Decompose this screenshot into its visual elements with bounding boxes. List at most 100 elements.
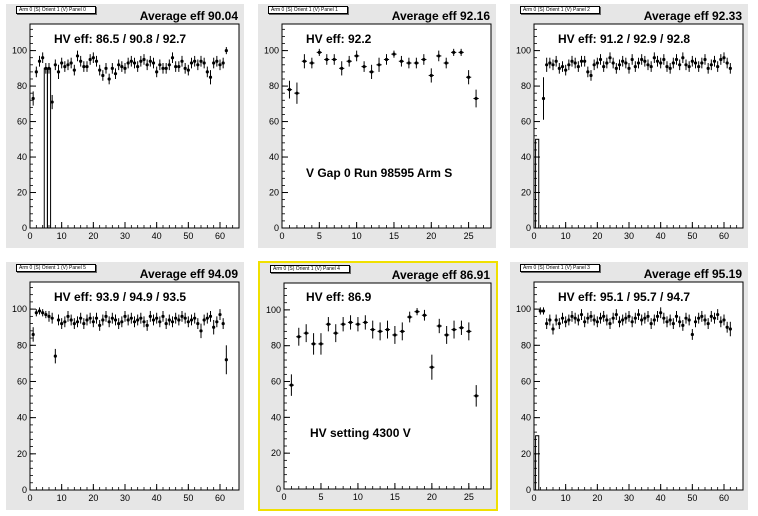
data-point xyxy=(474,394,478,398)
data-point xyxy=(636,312,641,317)
data-point xyxy=(633,316,637,320)
panel-tag: Arm 0 (S) Orient 1 (V) Panel 1 xyxy=(268,6,348,14)
data-point xyxy=(145,323,149,328)
data-point xyxy=(186,320,190,324)
plot-panel-2[interactable]: Arm 0 (S) Orient 1 (V) Panel 2 Average e… xyxy=(510,4,748,248)
chart-title: Average eff 86.91 xyxy=(391,268,490,282)
plot-area: 0 10 20 30 40 50 60 0 20 40 60 80 100 xyxy=(12,23,240,241)
hv-eff-annotation: HV eff: 86.9 xyxy=(306,290,372,304)
y-tick-label: 0 xyxy=(276,484,281,494)
data-point xyxy=(722,318,726,322)
data-point xyxy=(415,310,419,314)
data-point xyxy=(208,314,213,318)
x-tick-label: 40 xyxy=(152,231,162,241)
panel-tag: Arm 0 (S) Orient 1 (V) Panel 2 xyxy=(520,6,600,14)
data-point xyxy=(538,309,542,313)
data-point xyxy=(158,63,162,67)
x-tick-label: 50 xyxy=(687,493,697,503)
data-point xyxy=(700,61,704,65)
plot-panel-3[interactable]: Arm 0 (S) Orient 1 (V) Panel 3 Average e… xyxy=(510,262,748,510)
data-point xyxy=(693,320,698,324)
data-point xyxy=(384,57,389,62)
y-tick-label: 80 xyxy=(17,81,27,91)
data-point xyxy=(107,320,111,324)
chart-title: Average eff 95.19 xyxy=(643,267,742,281)
data-point xyxy=(170,56,175,60)
data-point xyxy=(117,63,121,67)
y-tick-label: 80 xyxy=(521,81,531,91)
data-point xyxy=(311,342,316,346)
data-point xyxy=(706,322,710,326)
data-point xyxy=(624,61,628,65)
data-point xyxy=(684,63,688,67)
data-point xyxy=(224,358,228,362)
data-point xyxy=(444,61,448,65)
data-point xyxy=(579,312,584,317)
x-tick-label: 20 xyxy=(426,231,436,241)
data-point xyxy=(474,96,478,101)
data-point xyxy=(621,59,625,63)
data-point xyxy=(709,63,713,67)
data-point xyxy=(693,61,698,65)
data-point xyxy=(567,318,571,322)
data-point xyxy=(212,61,216,65)
y-tick-label: 40 xyxy=(17,413,27,423)
x-tick-label: 10 xyxy=(561,493,571,503)
data-point xyxy=(123,314,127,318)
y-tick-label: 60 xyxy=(521,376,531,386)
plot-frame xyxy=(29,23,240,229)
plot-panel-5[interactable]: Arm 0 (S) Orient 1 (V) Panel 5 Average e… xyxy=(6,262,244,510)
data-point xyxy=(630,320,634,324)
y-tick-label: 0 xyxy=(274,223,279,233)
data-point xyxy=(671,61,675,65)
data-point xyxy=(725,325,729,329)
x-tick-label: 20 xyxy=(88,493,98,503)
y-tick-label: 80 xyxy=(271,341,281,351)
data-point xyxy=(687,318,691,322)
middle-annotation: HV setting 4300 V xyxy=(310,426,411,440)
data-point xyxy=(583,320,587,324)
data-point xyxy=(369,70,374,74)
data-point xyxy=(221,61,225,65)
hv-eff-annotation: HV eff: 86.5 / 90.8 / 92.7 xyxy=(54,32,187,46)
data-point xyxy=(652,56,656,60)
data-point xyxy=(302,59,306,63)
data-point xyxy=(665,64,669,69)
y-tick-label: 60 xyxy=(269,117,279,127)
data-point xyxy=(66,314,70,318)
data-point xyxy=(674,57,679,62)
data-point xyxy=(218,312,222,317)
plot-area: 0 5 10 15 20 25 0 20 40 60 80 100 xyxy=(264,23,492,241)
data-point xyxy=(167,63,171,67)
chart-title: Average eff 92.33 xyxy=(643,9,742,23)
plot-panel-1[interactable]: Arm 0 (S) Orient 1 (V) Panel 1 Average e… xyxy=(258,4,496,248)
data-point xyxy=(142,57,146,62)
y-tick-label: 60 xyxy=(17,117,27,127)
data-point xyxy=(44,66,48,70)
y-tick-label: 100 xyxy=(12,304,27,314)
x-tick-label: 15 xyxy=(390,492,400,502)
data-point xyxy=(646,314,650,318)
hollow-bin xyxy=(535,435,540,491)
data-point xyxy=(215,320,219,324)
data-point xyxy=(88,316,92,320)
data-point xyxy=(319,342,323,346)
data-point xyxy=(221,322,225,326)
data-point xyxy=(608,322,612,326)
data-point xyxy=(545,322,549,326)
data-point xyxy=(467,75,471,79)
data-point xyxy=(164,66,168,70)
chart-title: Average eff 90.04 xyxy=(139,9,238,23)
data-point xyxy=(712,316,717,320)
data-point xyxy=(363,320,367,325)
plot-panel-4[interactable]: Arm 0 (S) Orient 1 (V) Panel 4 Average e… xyxy=(258,261,498,511)
data-point xyxy=(199,59,203,63)
data-point xyxy=(690,59,694,63)
x-tick-label: 0 xyxy=(27,493,32,503)
data-point xyxy=(334,331,338,335)
data-point xyxy=(662,316,666,320)
data-point xyxy=(120,320,124,324)
data-point xyxy=(697,316,701,320)
plot-panel-0[interactable]: Arm 0 (S) Orient 1 (V) Panel 0 Average e… xyxy=(6,4,244,248)
